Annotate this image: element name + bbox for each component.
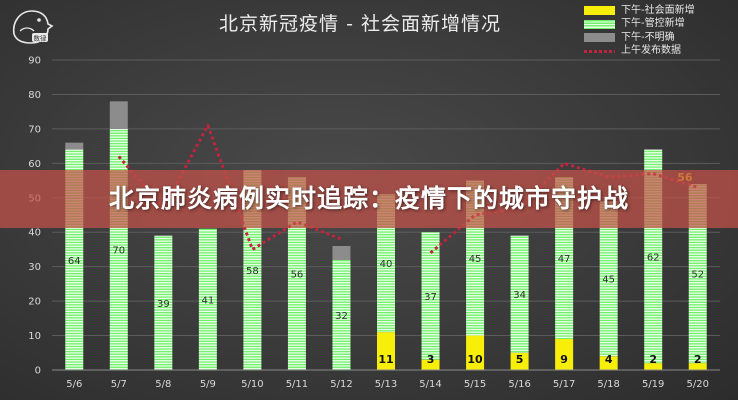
bar-community-new <box>555 339 574 370</box>
data-label-controlled: 34 <box>513 290 526 301</box>
legend-label: 下午-社会面新增 <box>621 4 695 16</box>
legend-swatch-gray <box>584 33 615 43</box>
data-label-controlled: 47 <box>558 254 571 265</box>
y-tick-label: 10 <box>28 331 41 342</box>
x-tick-label: 5/12 <box>330 379 352 390</box>
logo: 数律 <box>8 4 54 48</box>
legend-item-morning-release: 上午发布数据 <box>584 45 734 59</box>
data-label-community: 5 <box>516 353 524 366</box>
x-tick-label: 5/13 <box>375 379 397 390</box>
legend-swatch-yellow <box>584 6 615 16</box>
legend-label: 下午-管控新增 <box>621 18 685 30</box>
legend-item-controlled-new: 下午-管控新增 <box>584 18 734 32</box>
chart-title: 北京新冠疫情 - 社会面新增情况 <box>219 13 501 35</box>
bar-controlled-new <box>332 259 351 370</box>
bar-community-new <box>421 359 440 370</box>
x-tick-label: 5/10 <box>241 379 263 390</box>
bar-community-new <box>644 363 663 370</box>
bar-controlled-new <box>688 184 707 364</box>
x-tick-label: 5/7 <box>111 379 127 390</box>
y-tick-label: 80 <box>28 90 41 101</box>
x-tick-label: 5/11 <box>286 379 308 390</box>
x-tick-label: 5/14 <box>419 379 441 390</box>
legend-label: 上午发布数据 <box>621 45 681 57</box>
x-tick-label: 5/6 <box>66 379 82 390</box>
bar-community-new <box>377 332 395 370</box>
bar-unclear <box>65 142 84 150</box>
y-tick-label: 90 <box>28 56 41 67</box>
legend-item-unclear: 下午-不明确 <box>584 31 734 45</box>
data-label-controlled: 39 <box>157 299 170 310</box>
x-tick-label: 5/15 <box>464 379 486 390</box>
legend-label: 下午-不明确 <box>621 31 675 43</box>
x-tick-label: 5/8 <box>155 379 171 390</box>
data-label-controlled: 62 <box>647 252 660 263</box>
data-label-community: 2 <box>649 353 657 366</box>
bar-community-new <box>466 335 485 370</box>
bar-controlled-new <box>154 235 173 370</box>
bar-community-new <box>599 356 618 370</box>
data-label-controlled: 64 <box>68 256 81 267</box>
headline-banner <box>0 170 738 228</box>
data-label-community: 10 <box>467 353 483 366</box>
y-tick-label: 70 <box>28 124 41 135</box>
data-label-controlled: 45 <box>469 254 482 265</box>
legend: 下午-社会面新增 下午-管控新增 下午-不明确 上午发布数据 <box>584 4 734 58</box>
legend-swatch-green <box>584 19 615 29</box>
bar-unclear <box>109 101 128 129</box>
data-label-controlled: 52 <box>691 270 704 281</box>
x-tick-label: 5/9 <box>200 379 216 390</box>
data-label-controlled: 32 <box>335 311 348 322</box>
data-label-community: 11 <box>378 353 393 366</box>
data-label-community: 3 <box>427 353 435 366</box>
x-tick-label: 5/16 <box>508 379 530 390</box>
x-tick-label: 5/20 <box>686 379 708 390</box>
y-tick-label: 20 <box>28 297 41 308</box>
y-tick-label: 60 <box>28 159 41 170</box>
bar-controlled-new <box>421 232 440 360</box>
x-tick-label: 5/18 <box>597 379 619 390</box>
bar-controlled-new <box>198 228 217 370</box>
bar-controlled-new <box>377 194 395 333</box>
bar-controlled-new <box>510 235 529 353</box>
data-label-community: 9 <box>560 353 568 366</box>
y-tick-label: 40 <box>28 228 41 239</box>
data-label-controlled: 41 <box>201 295 214 306</box>
bar-community-new <box>510 352 529 370</box>
data-label-controlled: 37 <box>424 292 437 303</box>
legend-swatch-dotted-line <box>584 49 615 53</box>
data-label-controlled: 56 <box>291 270 304 281</box>
bar-unclear <box>332 246 351 260</box>
data-label-controlled: 45 <box>602 275 615 286</box>
bar-controlled-new <box>599 201 618 357</box>
logo-label: 数律 <box>34 34 48 43</box>
headline-text: 北京肺炎病例实时追踪：疫情下的城市守护战 <box>108 184 629 213</box>
x-tick-label: 5/17 <box>553 379 575 390</box>
y-tick-label: 30 <box>28 262 41 273</box>
data-label-controlled: 58 <box>246 266 259 277</box>
data-label-controlled: 40 <box>380 259 393 270</box>
data-label-community: 4 <box>605 353 613 366</box>
legend-item-community-new: 下午-社会面新增 <box>584 4 734 18</box>
data-label-controlled: 70 <box>112 245 125 256</box>
x-tick-label: 5/19 <box>642 379 664 390</box>
data-label-community: 2 <box>694 353 702 366</box>
y-tick-label: 0 <box>35 366 41 377</box>
bar-community-new <box>688 363 707 370</box>
bird-logo-icon: 数律 <box>12 10 54 44</box>
